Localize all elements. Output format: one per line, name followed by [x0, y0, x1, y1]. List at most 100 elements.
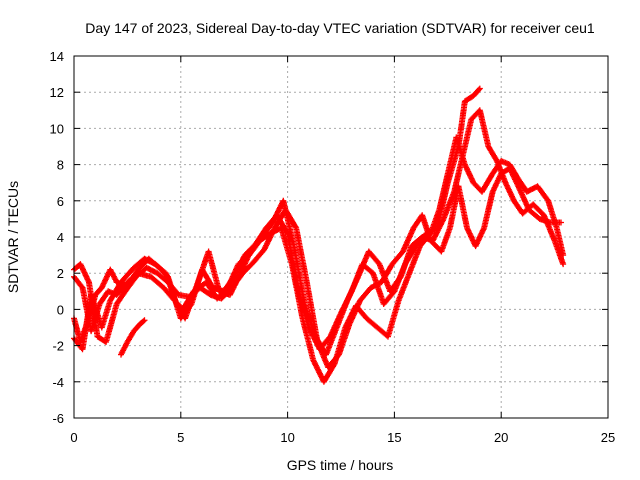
data-point-segment: [282, 206, 299, 230]
x-tick-label: 5: [177, 430, 184, 445]
data-point-segment: [489, 172, 504, 195]
data-point-segment: [160, 284, 177, 303]
data-point-segment: [197, 284, 213, 298]
data-point-segment: [335, 322, 352, 358]
data-point-segment: [511, 197, 525, 216]
data-point-segment: [346, 298, 363, 327]
data-point-segment: [406, 244, 423, 277]
y-tick-label: 10: [50, 121, 64, 136]
y-tick-label: -6: [52, 411, 64, 426]
data-point-segment: [397, 244, 414, 280]
data-point-segment: [436, 172, 451, 213]
x-tick-label: 10: [280, 430, 294, 445]
data-point-segment: [261, 226, 278, 253]
data-point-segment: [103, 302, 120, 345]
data-point-segment: [271, 208, 288, 231]
x-tick-label: 0: [70, 430, 77, 445]
y-tick-label: 0: [57, 302, 64, 317]
data-point-segment: [278, 224, 295, 266]
data-point-segment: [314, 339, 331, 369]
data-point-segment: [250, 247, 267, 266]
data-point-segment: [113, 289, 128, 307]
data-point-segment: [92, 285, 104, 298]
grid: [74, 56, 608, 418]
data-point-segment: [551, 237, 566, 266]
data-point: [476, 85, 483, 92]
data-point-segment: [239, 260, 256, 277]
data-point-segment: [427, 237, 444, 254]
x-tick-label: 25: [601, 430, 615, 445]
data-point: [558, 219, 565, 226]
data-point-segment: [291, 243, 308, 306]
y-tick-label: -2: [52, 339, 64, 354]
x-tick-label: 20: [494, 430, 508, 445]
y-tick-label: -4: [52, 375, 64, 390]
data-point-segment: [77, 261, 92, 284]
data-point-segment: [380, 289, 397, 307]
data-point-segment: [389, 249, 405, 268]
data-point-segment: [98, 298, 113, 331]
chart-title: Day 147 of 2023, Sidereal Day-to-day VTE…: [85, 20, 595, 36]
data-point-segment: [303, 279, 321, 344]
data-point-segment: [224, 262, 241, 291]
data-point-segment: [299, 315, 316, 362]
data-point-segment: [79, 284, 94, 333]
data-point-segment: [399, 226, 416, 255]
data-point-segment: [229, 271, 245, 291]
y-tick-label: 8: [57, 158, 64, 173]
data-point-segment: [365, 248, 382, 266]
data-point-segment: [553, 224, 566, 257]
data-point-segment: [489, 159, 504, 177]
data-point-segment: [118, 340, 130, 358]
data-point-segment: [472, 226, 487, 250]
data-point-segment: [502, 179, 517, 203]
data-point-segment: [355, 249, 372, 280]
data-point-segment: [515, 183, 532, 212]
data-point: [141, 317, 148, 324]
data-point-segment: [323, 325, 340, 358]
series-track-4: [71, 165, 565, 371]
data-point-segment: [325, 352, 341, 371]
data-point-segment: [461, 161, 476, 185]
data-point-segment: [113, 280, 130, 298]
data-point-segment: [165, 279, 181, 297]
data-point-segment: [107, 266, 119, 284]
data-point-segment: [344, 275, 361, 304]
data-point-segment: [479, 171, 495, 195]
data-point-segment: [205, 248, 222, 293]
y-tick-label: 6: [57, 194, 64, 209]
data-point-segment: [506, 165, 521, 188]
data-point-segment: [357, 285, 373, 304]
data-point-segment: [455, 183, 470, 230]
data-point-segment: [534, 183, 551, 203]
data-point-segment: [154, 270, 170, 285]
data-point-segment: [130, 321, 143, 335]
data-point: [560, 261, 567, 268]
data-point-segment: [122, 275, 139, 295]
data-point-segment: [378, 262, 395, 286]
data-point-segment: [476, 107, 491, 148]
data-point-segment: [218, 285, 234, 302]
data-point-segment: [293, 224, 310, 284]
data-point-segment: [485, 143, 500, 163]
data-point-segment: [96, 289, 111, 307]
data-point-segment: [137, 318, 147, 327]
data-point-segment: [363, 315, 380, 330]
data-point-segment: [147, 273, 166, 290]
x-tick-label: 15: [387, 430, 401, 445]
data-point-segment: [481, 190, 496, 231]
series-track-3: [71, 134, 567, 385]
data-point-segment: [246, 238, 262, 259]
x-axis-label: GPS time / hours: [287, 457, 394, 473]
ticks: -6 -4 -2 0 2 4 6 8 10 12 14 0 5 10 15 20 25: [50, 49, 616, 445]
data-point-segment: [515, 176, 529, 194]
data-point-segment: [235, 253, 251, 268]
data-point-segment: [387, 275, 403, 295]
y-tick-label: 4: [57, 230, 64, 245]
data-point-segment: [438, 226, 453, 255]
data-point: [560, 252, 567, 259]
data-point-segment: [453, 134, 468, 167]
data-point-segment: [320, 362, 337, 385]
data-point-segment: [526, 206, 542, 221]
